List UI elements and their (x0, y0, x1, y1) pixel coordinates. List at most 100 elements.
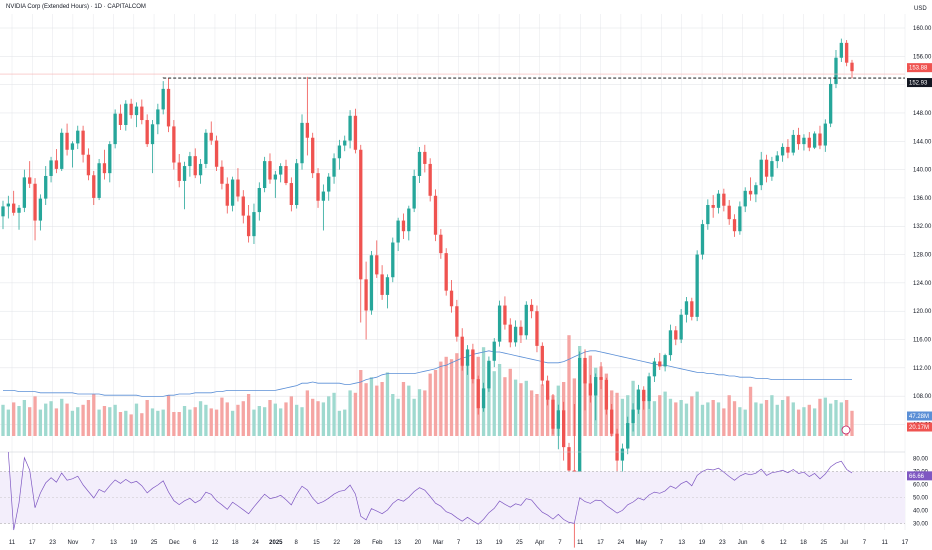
volume-bar (642, 391, 646, 436)
time-tick-label: 18 (232, 540, 239, 546)
time-tick-label: 19 (699, 540, 706, 546)
candle-body (305, 122, 310, 138)
price-tick-label: 148.00 (913, 111, 932, 117)
volume-bar (343, 409, 347, 436)
candle-body (700, 224, 705, 255)
volume-bar (620, 398, 625, 436)
candle-body (108, 144, 112, 174)
volume-bar (295, 404, 299, 436)
candle-body (343, 140, 347, 146)
volume-bar (716, 402, 721, 436)
candle-body (738, 206, 742, 232)
candle-body (658, 361, 662, 367)
volume-bar (519, 383, 523, 436)
volume-ma-tag: 47.28M (909, 414, 929, 420)
last-price-tag: 153.88 (909, 66, 928, 72)
time-tick-label: 25 (151, 540, 158, 546)
candle-body (551, 399, 555, 429)
event-flag-icon (841, 425, 851, 435)
candle-body (663, 355, 667, 367)
candle-body (743, 190, 747, 207)
candle-body (620, 448, 625, 461)
volume-bar (658, 395, 662, 436)
candle-body (321, 191, 326, 201)
resistance-tag-bg (907, 78, 932, 88)
time-tick-label: Feb (372, 540, 383, 546)
candle-body (562, 410, 566, 448)
volume-bar (252, 409, 256, 436)
volume-bar (220, 397, 224, 436)
candle-body (70, 143, 75, 150)
candle-body (145, 120, 149, 145)
volume-bar (332, 392, 336, 436)
candle-body (417, 151, 422, 176)
volume-bar (396, 398, 400, 436)
candle-body (807, 137, 811, 148)
candle-body (695, 254, 699, 317)
candle-body (791, 134, 795, 153)
volume-bar (812, 408, 817, 436)
candle-body (690, 301, 694, 317)
volume-bar (241, 401, 245, 436)
candle-body (28, 177, 32, 184)
volume-bar (230, 410, 235, 436)
candle-body (316, 173, 320, 201)
candle-body (391, 242, 395, 278)
volume-bar (449, 359, 454, 436)
volume-bar (684, 403, 689, 436)
candle-body (812, 133, 817, 148)
volume-bar (81, 404, 85, 436)
candle-body (33, 183, 37, 221)
rsi-last-tag-bg (907, 471, 932, 481)
candle-body (594, 377, 598, 396)
volume-bar (359, 370, 363, 436)
volume-bar (412, 398, 416, 436)
candle-body (828, 83, 833, 124)
volume-bar (129, 414, 133, 436)
candle-body (396, 220, 400, 243)
candle-body (583, 357, 587, 384)
rsi-last-tag: 66.66 (909, 474, 925, 480)
volume-bar (487, 362, 491, 436)
volume-bar (513, 379, 518, 436)
volume-bar (337, 410, 342, 436)
volume-bar (257, 406, 261, 436)
volume-bar (33, 396, 37, 436)
candle-body (535, 311, 539, 346)
candle-body (289, 183, 293, 205)
volume-bar (182, 406, 187, 436)
last-price-tag-bg (907, 63, 932, 73)
volume-bar (850, 410, 854, 436)
candle-body (471, 349, 475, 380)
volume-bar (497, 364, 502, 436)
time-tick-label: 13 (475, 540, 482, 546)
volume-bar (92, 394, 96, 436)
volume-bar (289, 396, 293, 436)
candle-body (465, 349, 470, 366)
volume-bar (262, 407, 267, 436)
volume-bar (540, 384, 544, 436)
candle-body (252, 212, 256, 237)
volume-bar (145, 400, 149, 436)
time-tick-label: 2025 (269, 540, 283, 546)
volume-bar (828, 403, 833, 436)
candle-body (588, 383, 593, 396)
volume-bar (369, 377, 374, 436)
candle-body (545, 380, 550, 400)
volume-bar (1, 404, 5, 436)
volume-bar (738, 407, 742, 436)
volume-bar (28, 407, 32, 436)
candle-body (497, 305, 502, 342)
volume-bar (417, 389, 422, 436)
candle-body (209, 132, 213, 141)
candle-body (86, 154, 91, 176)
volume-bar (780, 400, 785, 436)
candle-body (668, 330, 673, 356)
candle-body (524, 304, 528, 336)
candle-body (92, 175, 96, 198)
volume-bar (567, 335, 571, 436)
candle-body (17, 207, 21, 213)
price-tick-label: 144.00 (913, 139, 932, 145)
volume-bar (118, 412, 123, 436)
